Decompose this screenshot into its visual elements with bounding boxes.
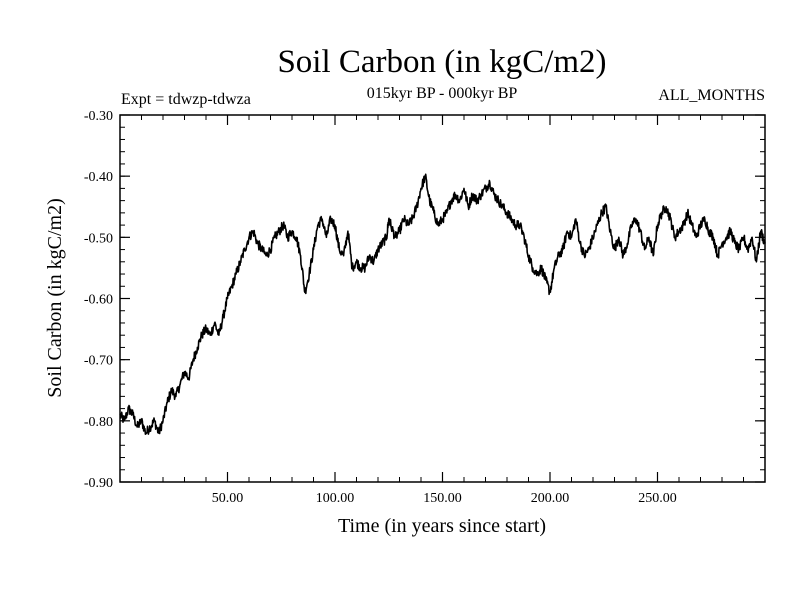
y-tick-label: -0.90 — [84, 476, 113, 491]
months-label: ALL_MONTHS — [658, 87, 765, 104]
x-axis-ticks: 50.00 100.00 150.00 200.00 250.00 — [141, 115, 744, 506]
y-tick-label: -0.50 — [84, 231, 113, 246]
y-tick-label: -0.40 — [84, 170, 113, 185]
x-axis-label: Time (in years since start) — [338, 515, 546, 537]
y-tick-label: -0.80 — [84, 415, 113, 430]
y-tick-label: -0.70 — [84, 354, 113, 369]
y-tick-label: -0.30 — [84, 109, 113, 124]
plot-frame — [119, 114, 766, 483]
chart-title: Soil Carbon (in kgC/m2) — [277, 44, 606, 80]
x-tick-label: 50.00 — [212, 491, 244, 506]
y-axis-label: Soil Carbon (in kgC/m2) — [44, 198, 66, 397]
x-tick-label: 250.00 — [638, 491, 677, 506]
x-tick-label: 200.00 — [531, 491, 570, 506]
x-tick-label: 150.00 — [423, 491, 462, 506]
series-line-soil-carbon — [119, 173, 766, 435]
experiment-label: Expt = tdwzp-tdwza — [121, 91, 251, 108]
y-axis-ticks: -0.90 -0.80 -0.70 -0.60 -0.50 -0.40 -0.30 — [84, 109, 765, 491]
chart-subtitle: 015kyr BP - 000kyr BP — [367, 85, 518, 102]
x-tick-label: 100.00 — [316, 491, 355, 506]
y-tick-label: -0.60 — [84, 293, 113, 308]
